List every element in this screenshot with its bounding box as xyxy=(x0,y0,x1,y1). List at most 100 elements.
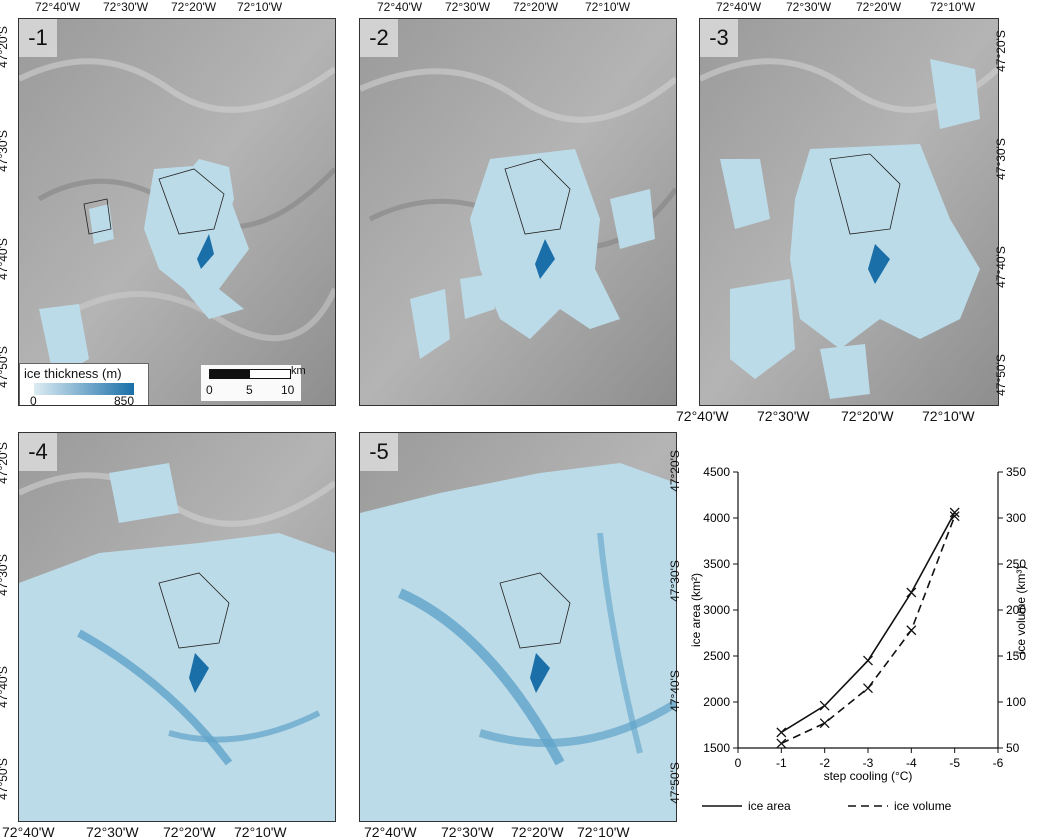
lon-tick-label: 72°20'W xyxy=(171,0,217,14)
thickness-legend: ice thickness (m) 0 850 xyxy=(19,363,149,406)
data-point-ice-area xyxy=(949,507,960,518)
lon-tick-label: 72°40'W xyxy=(377,0,423,14)
series-line-ice-volume xyxy=(780,515,956,745)
map-panel-3: -3 xyxy=(699,18,999,406)
lon-tick-label: 72°20'W xyxy=(163,824,216,840)
lon-tick-label: 72°20'W xyxy=(511,824,564,840)
scalebar-black xyxy=(209,369,251,379)
scalebar-label-5: 5 xyxy=(246,383,253,397)
lat-tick-label: 47°30'S xyxy=(0,554,10,596)
lon-tick-label: 72°40'W xyxy=(35,0,81,14)
data-point-ice-volume xyxy=(776,738,787,749)
thickness-legend-max: 850 xyxy=(114,394,135,406)
data-point-ice-area xyxy=(863,655,873,666)
map-image-5 xyxy=(360,433,676,821)
map-panel-2: -2 xyxy=(359,18,677,406)
y2-tick-label: 100 xyxy=(1006,695,1026,709)
lat-tick-label: 47°50'S xyxy=(0,346,10,388)
series-line-ice-area xyxy=(780,512,956,734)
thickness-colorbar xyxy=(34,383,134,395)
lon-tick-label: 72°40'W xyxy=(716,0,762,14)
map-image-2 xyxy=(360,19,676,405)
scalebar-unit: km xyxy=(291,365,306,377)
y-tick-label: 4500 xyxy=(703,465,730,479)
lon-tick-label: 72°30'W xyxy=(103,0,149,14)
lat-tick-label: 47°40'S xyxy=(0,238,10,280)
data-point-ice-volume xyxy=(906,625,917,636)
lon-tick-label: 72°20'W xyxy=(856,0,902,14)
lon-tick-label: 72°20'W xyxy=(513,0,559,14)
map-image-4 xyxy=(19,433,335,821)
panel-label-5: -5 xyxy=(360,433,398,471)
lon-tick-label: 72°30'W xyxy=(86,824,139,840)
x-tick-label: -1 xyxy=(776,756,787,770)
lon-tick-label: 72°10'W xyxy=(577,824,630,840)
x-tick-label: -5 xyxy=(949,756,960,770)
y-tick-label: 3000 xyxy=(703,603,730,617)
lon-tick-label: 72°30'W xyxy=(757,408,810,424)
lat-tick-label: 47°20'S xyxy=(0,26,10,68)
panel-label-2: -2 xyxy=(360,19,398,57)
lon-tick-label: 72°20'W xyxy=(841,408,894,424)
thickness-legend-title: ice thickness (m) xyxy=(24,366,122,381)
panel-label-1: -1 xyxy=(19,19,57,57)
y-tick-label: 2000 xyxy=(703,695,730,709)
data-point-ice-volume xyxy=(819,718,830,729)
x-axis-title: step cooling (°C) xyxy=(824,769,913,783)
scalebar: km 0 5 10 xyxy=(201,365,306,401)
y2-axis-title: ice volume (km³) xyxy=(1014,566,1028,655)
lon-tick-label: 72°10'W xyxy=(234,824,287,840)
panel-label-4: -4 xyxy=(19,433,57,471)
ice-chart: 1500200025003000350040004500501001502002… xyxy=(689,465,1028,813)
lat-tick-label: 47°20'S xyxy=(993,30,1008,72)
data-point-ice-area xyxy=(819,700,830,711)
panel-label-3: -3 xyxy=(700,19,738,57)
lon-tick-label: 72°30'W xyxy=(441,824,494,840)
y-tick-label: 3500 xyxy=(703,557,730,571)
data-point-ice-area xyxy=(906,587,917,598)
lat-tick-label: 47°30'S xyxy=(0,130,10,172)
map-panel-1: -1 ice thickness (m) 0 850 km 0 5 10 xyxy=(18,18,336,406)
x-tick-label: 0 xyxy=(735,756,742,770)
y2-tick-label: 250 xyxy=(1006,557,1026,571)
y-tick-label: 4000 xyxy=(703,511,730,525)
data-point-ice-area xyxy=(776,727,787,738)
lat-tick-label: 47°30'S xyxy=(993,138,1008,180)
data-point-ice-volume xyxy=(863,683,873,694)
lat-tick-label: 47°20'S xyxy=(0,442,10,484)
thickness-legend-min: 0 xyxy=(30,394,37,406)
lon-tick-label: 72°30'W xyxy=(445,0,491,14)
data-point-ice-volume xyxy=(949,511,960,522)
scalebar-label-0: 0 xyxy=(206,383,213,397)
lon-tick-label: 72°30'W xyxy=(786,0,832,14)
lon-tick-label: 72°10'W xyxy=(585,0,631,14)
map-image-3 xyxy=(700,19,998,405)
x-tick-label: -6 xyxy=(993,756,1004,770)
y-axis-title: ice area (km²) xyxy=(689,573,703,647)
lon-tick-label: 72°40'W xyxy=(2,824,55,840)
scalebar-label-10: 10 xyxy=(281,383,295,397)
lat-tick-label: 47°50'S xyxy=(0,758,10,800)
lat-tick-label: 47°40'S xyxy=(0,666,10,708)
lon-tick-label: 72°40'W xyxy=(364,824,417,840)
lat-tick-label: 47°40'S xyxy=(993,246,1008,288)
map-panel-4: -4 xyxy=(18,432,336,822)
lat-tick-label: 47°50'S xyxy=(993,354,1008,396)
y2-tick-label: 50 xyxy=(1006,741,1020,755)
lon-tick-label: 72°40'W xyxy=(676,408,729,424)
y-tick-label: 2500 xyxy=(703,649,730,663)
legend-label-ice-volume: ice volume xyxy=(894,799,952,813)
lon-tick-label: 72°10'W xyxy=(930,0,976,14)
y2-tick-label: 200 xyxy=(1006,603,1026,617)
x-tick-label: -3 xyxy=(863,756,874,770)
map-panel-5: -5 xyxy=(359,432,677,822)
legend-label-ice-area: ice area xyxy=(748,799,791,813)
y2-tick-label: 350 xyxy=(1006,465,1026,479)
map-image-1 xyxy=(19,19,335,405)
x-tick-label: -2 xyxy=(819,756,830,770)
y-tick-label: 1500 xyxy=(703,741,730,755)
x-tick-label: -4 xyxy=(906,756,917,770)
lon-tick-label: 72°10'W xyxy=(922,408,975,424)
lon-tick-label: 72°10'W xyxy=(237,0,283,14)
scalebar-white xyxy=(249,369,291,379)
